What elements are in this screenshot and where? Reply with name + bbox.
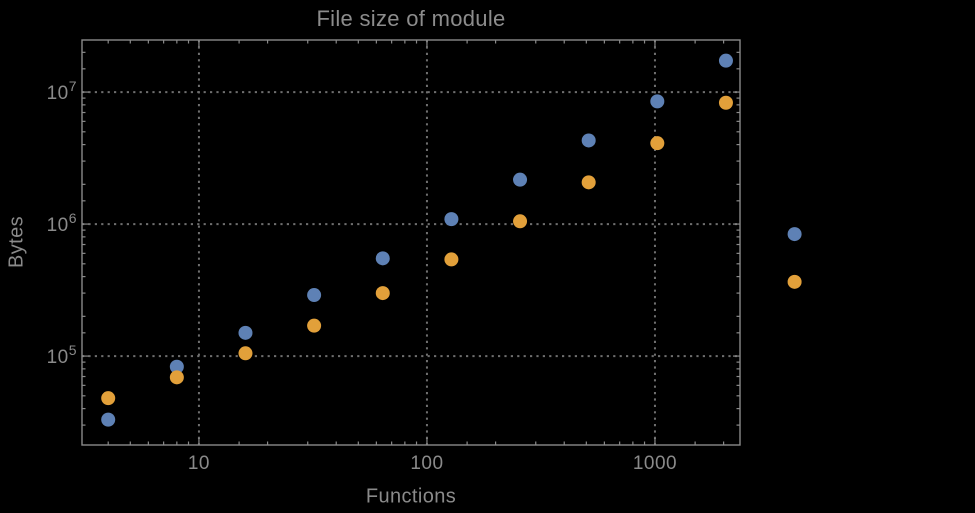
series-blue	[101, 53, 802, 427]
plot-frame	[81, 39, 741, 446]
series-orange	[101, 95, 802, 406]
data-point-orange	[787, 274, 802, 289]
y-tick-label: 105	[47, 342, 77, 368]
data-point-blue	[307, 288, 322, 303]
data-point-orange	[238, 346, 253, 361]
data-point-blue	[787, 227, 802, 242]
data-point-blue	[513, 172, 528, 187]
data-point-orange	[169, 370, 184, 385]
data-point-orange	[444, 252, 459, 267]
data-point-blue	[169, 359, 184, 374]
data-point-orange	[101, 391, 116, 406]
data-point-blue	[375, 251, 390, 266]
data-point-blue	[650, 94, 665, 109]
data-point-orange	[307, 318, 322, 333]
data-point-orange	[375, 286, 390, 301]
x-tick-label: 100	[410, 453, 443, 474]
data-point-blue	[238, 325, 253, 340]
data-point-blue	[718, 53, 733, 68]
x-axis-label: Functions	[365, 485, 457, 508]
tick-marks	[82, 40, 740, 445]
y-tick-label: 107	[47, 78, 77, 104]
data-point-blue	[581, 133, 596, 148]
x-tick-label: 10	[188, 453, 210, 474]
data-point-orange	[718, 95, 733, 110]
data-point-orange	[650, 136, 665, 151]
chart-title: File size of module	[316, 6, 506, 31]
data-point-blue	[444, 212, 459, 227]
data-point-orange	[581, 175, 596, 190]
axis-tick-labels: 10 100 1000 105 106 107	[47, 78, 677, 474]
x-tick-label: 1000	[633, 453, 677, 474]
gridlines	[82, 40, 740, 445]
data-points	[101, 53, 802, 427]
data-point-orange	[513, 214, 528, 229]
data-point-blue	[101, 412, 116, 427]
y-tick-label: 106	[47, 210, 77, 236]
